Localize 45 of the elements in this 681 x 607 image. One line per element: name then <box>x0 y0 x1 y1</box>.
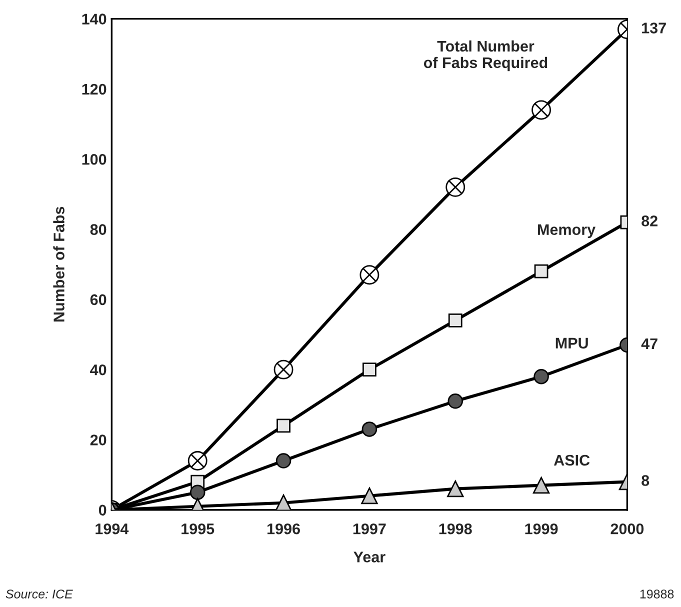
x-tick-label: 1999 <box>525 523 558 534</box>
source-note: Source: ICE <box>6 590 73 598</box>
y-tick-label: 80 <box>90 224 106 235</box>
text: 19888 <box>640 590 674 598</box>
point <box>534 264 548 278</box>
point <box>534 368 549 384</box>
x-tick-label: 1995 <box>182 523 214 534</box>
point <box>446 177 466 197</box>
y-tick-label: 60 <box>90 294 106 306</box>
series-label: MPU <box>556 338 588 349</box>
y-tick-label: 40 <box>90 364 106 376</box>
series-label: ASIC <box>554 454 590 466</box>
y-axis-title: Number of Fabs <box>53 206 64 322</box>
data-label: 8 <box>642 475 650 486</box>
y-tick-label: 100 <box>82 154 106 165</box>
data-label: 137 <box>642 22 666 34</box>
point <box>532 476 550 494</box>
x-tick-label: 1997 <box>353 523 386 534</box>
point <box>190 484 206 500</box>
point <box>447 480 464 498</box>
data-label: 82 <box>642 216 658 226</box>
point <box>274 360 294 380</box>
point <box>532 100 552 120</box>
x-tick-label: 1998 <box>439 523 472 534</box>
point <box>276 418 290 433</box>
data-label: 47 <box>641 338 658 349</box>
x-axis-title: Year <box>354 552 386 562</box>
point <box>276 453 292 468</box>
y-tick-label: 140 <box>82 14 106 25</box>
x-tick-label: 1994 <box>96 523 129 534</box>
point <box>188 451 208 470</box>
series-label: Total Number of Fabs Required <box>424 40 548 72</box>
x-tick-label: 1996 <box>267 523 300 534</box>
y-tick-label: 120 <box>82 84 106 95</box>
point <box>448 394 463 409</box>
point <box>360 265 380 285</box>
point <box>448 314 462 328</box>
y-tick-label: 0 <box>98 504 106 516</box>
point <box>275 494 292 510</box>
point <box>362 422 378 437</box>
series-label: Memory <box>538 224 596 238</box>
x-tick-label: 2000 <box>610 523 644 534</box>
point <box>362 362 376 377</box>
point <box>361 488 378 504</box>
y-tick-label: 20 <box>90 434 106 446</box>
